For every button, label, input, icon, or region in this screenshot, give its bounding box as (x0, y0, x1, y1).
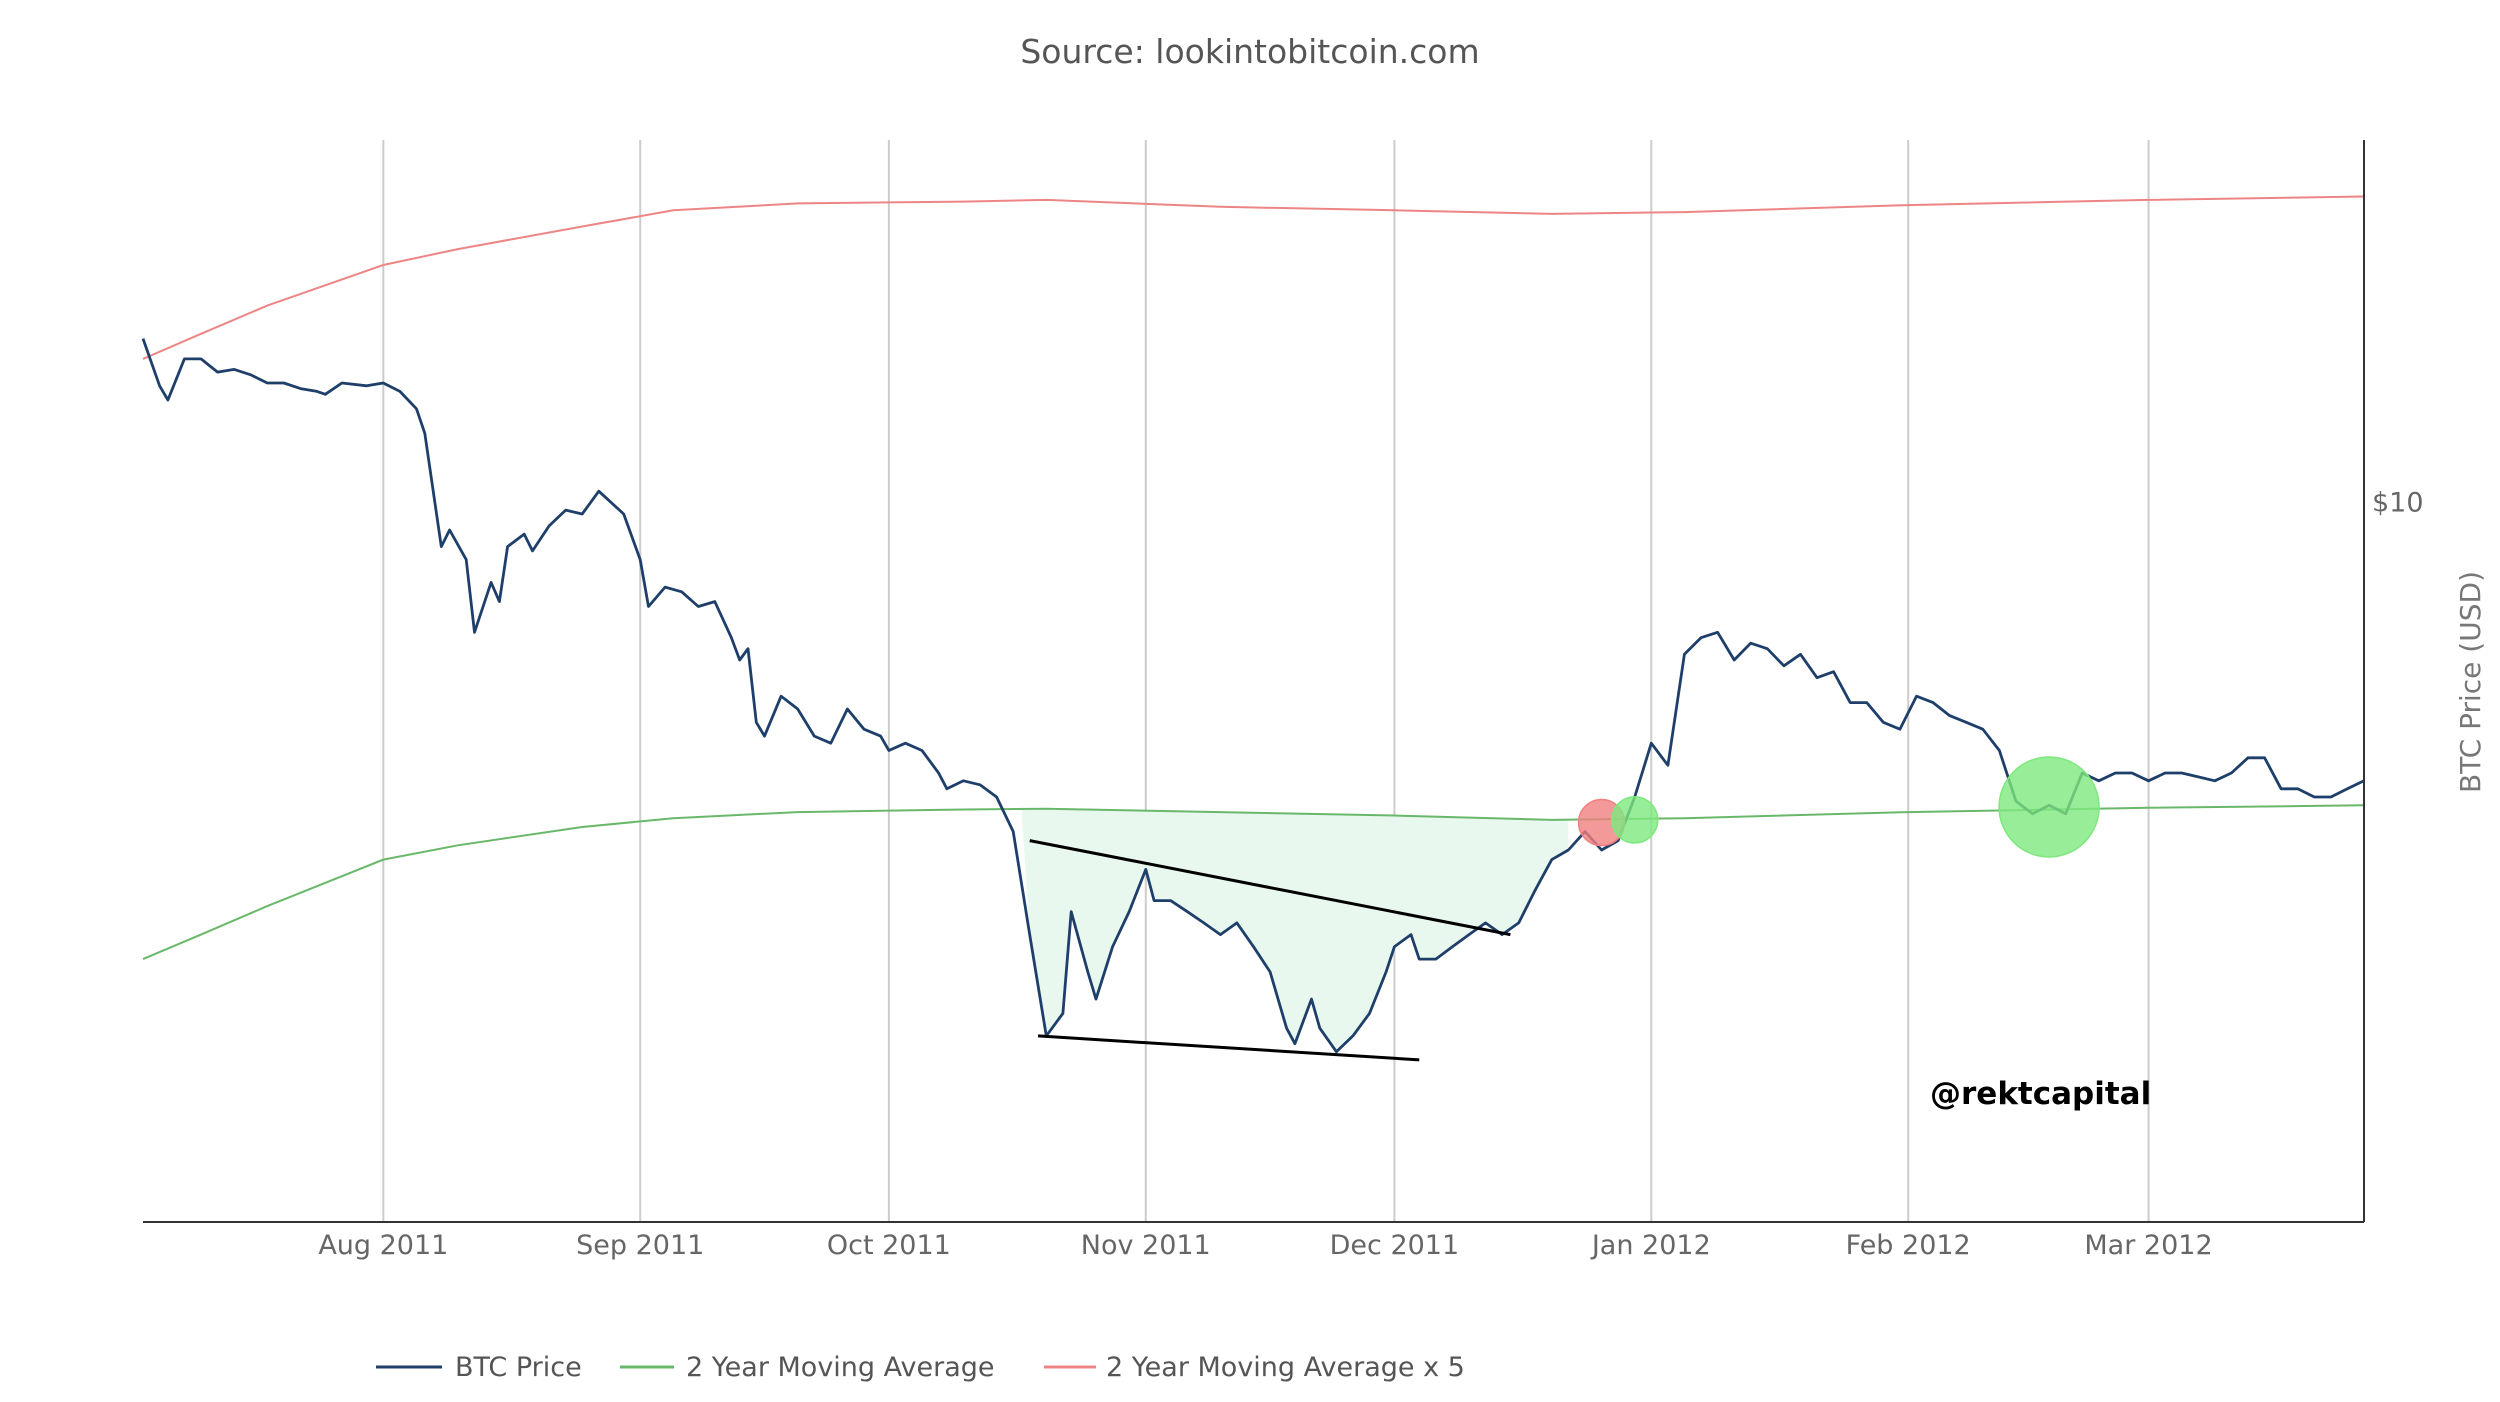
x-tick-label-dec-2011: Dec 2011 (1330, 1230, 1460, 1261)
legend-label-btc-price: BTC Price (455, 1352, 582, 1383)
x-tick-label-jan-2012: Jan 2012 (1590, 1230, 1711, 1261)
legend-item-moving-average[interactable]: 2 Year Moving Average (620, 1352, 995, 1383)
x-tick-label-mar-2012: Mar 2012 (2084, 1230, 2212, 1261)
legend-label-ma-x5: 2 Year Moving Average x 5 (1106, 1352, 1465, 1383)
legend: BTC Price 2 Year Moving Average 2 Year M… (376, 1352, 1465, 1383)
y-tick-label--10: $10 (2372, 487, 2424, 518)
legend-item-btc-price[interactable]: BTC Price (376, 1352, 582, 1383)
shaded-region (1021, 808, 1569, 1052)
legend-label-moving-average: 2 Year Moving Average (686, 1352, 995, 1383)
trendlines (1029, 839, 1511, 1062)
series-line-moving-average (142, 804, 2365, 961)
trendline-upper (1029, 839, 1511, 937)
marker-3 (1998, 756, 2100, 858)
trendline-lower (1037, 1034, 1420, 1062)
y-axis-ticks: $10 (2372, 487, 2424, 518)
x-tick-label-nov-2011: Nov 2011 (1081, 1230, 1211, 1261)
series-line-btc-price (141, 338, 2365, 1054)
markers (1577, 756, 2100, 858)
chart-title: Source: lookintobitcoin.com (1020, 32, 1479, 71)
x-tick-label-aug-2011: Aug 2011 (318, 1230, 448, 1261)
x-tick-label-sep-2011: Sep 2011 (576, 1230, 704, 1261)
x-tick-label-oct-2011: Oct 2011 (827, 1230, 951, 1261)
legend-item-ma-x5[interactable]: 2 Year Moving Average x 5 (1044, 1352, 1465, 1383)
y-axis-title: BTC Price (USD) (2454, 571, 2487, 793)
gridlines (382, 140, 2150, 1222)
watermark-annotation: @rektcapital (1930, 1076, 2151, 1112)
marker-2 (1610, 796, 1659, 844)
x-tick-label-feb-2012: Feb 2012 (1846, 1230, 1971, 1261)
series-line-ma-x5 (142, 195, 2365, 360)
x-axis-ticks: Aug 2011 Sep 2011 Oct 2011 Nov 2011 Dec 2011… (318, 1230, 2212, 1261)
